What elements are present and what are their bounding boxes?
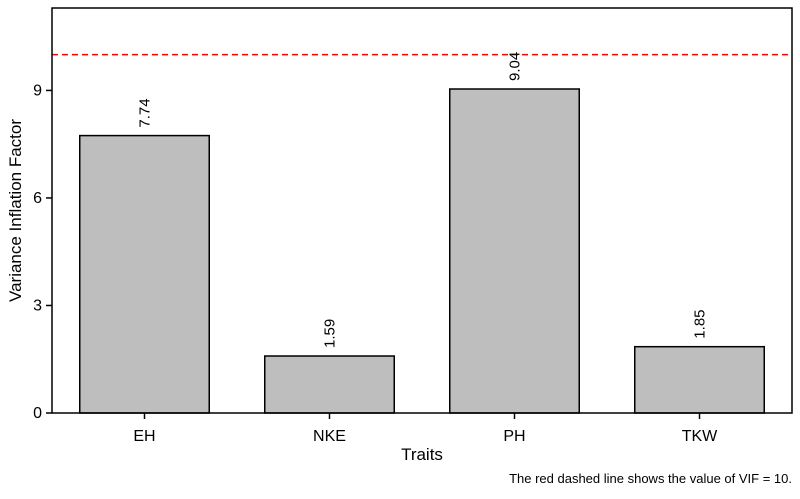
y-tick-label-9: 9 bbox=[33, 82, 42, 99]
x-tick-label-ph: PH bbox=[503, 428, 525, 445]
bar-tkw bbox=[634, 345, 765, 414]
bars-layer bbox=[79, 88, 765, 414]
bar-eh bbox=[79, 134, 210, 414]
y-axis: 0 3 6 9 bbox=[33, 82, 52, 422]
data-label-eh: 7.74 bbox=[137, 98, 154, 127]
y-tick-label-6: 6 bbox=[33, 190, 42, 207]
x-tick-label-tkw: TKW bbox=[682, 428, 718, 445]
y-tick-label-3: 3 bbox=[33, 297, 42, 314]
bar-nke bbox=[264, 355, 395, 414]
y-axis-title: Variance Inflation Factor bbox=[6, 119, 25, 302]
x-tick-label-nke: NKE bbox=[313, 428, 346, 445]
data-label-nke: 1.59 bbox=[322, 319, 339, 348]
x-axis-title: Traits bbox=[401, 445, 443, 464]
bar-ph bbox=[449, 88, 580, 414]
plot-frame bbox=[51, 7, 793, 414]
x-axis: EH NKE PH TKW bbox=[133, 413, 718, 445]
y-tick-label-0: 0 bbox=[33, 405, 42, 422]
chart-caption: The red dashed line shows the value of V… bbox=[509, 471, 792, 486]
data-label-tkw: 1.85 bbox=[692, 309, 709, 338]
data-label-ph: 9.04 bbox=[507, 52, 524, 81]
data-labels-layer: 7.74 1.59 9.04 1.85 bbox=[137, 52, 709, 348]
x-tick-label-eh: EH bbox=[133, 428, 155, 445]
